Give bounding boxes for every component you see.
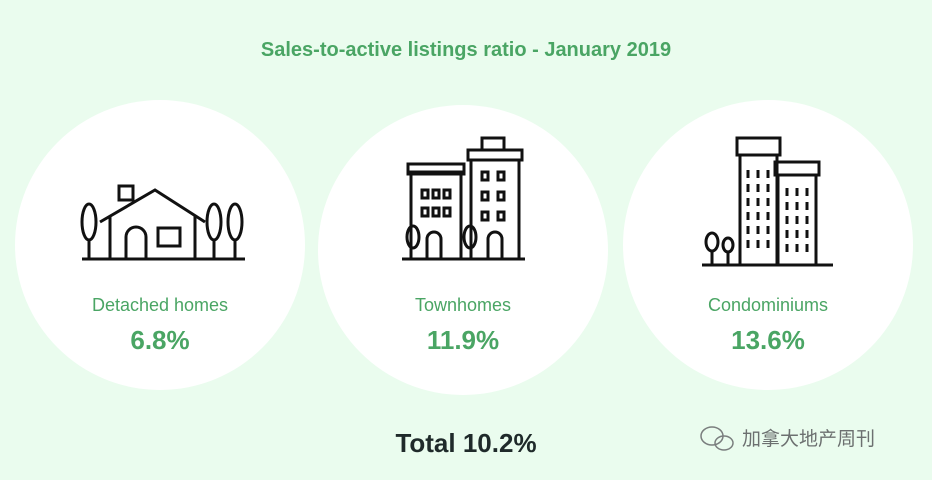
item-label: Townhomes [415,295,511,315]
townhome-icon [402,136,525,261]
title: Sales-to-active listings ratio - January… [261,39,671,61]
item-value: 13.6% [731,325,805,355]
circle [318,105,608,395]
item-label: Condominiums [708,295,828,315]
house-icon [80,184,245,261]
total: Total 10.2% [395,428,536,458]
condo-icon [702,136,833,267]
item-value: 11.9% [427,325,499,355]
item-label: Detached homes [92,295,228,315]
item-value: 6.8% [130,325,189,355]
watermark-icon [700,426,734,451]
watermark: 加拿大地产周刊 [742,427,875,450]
